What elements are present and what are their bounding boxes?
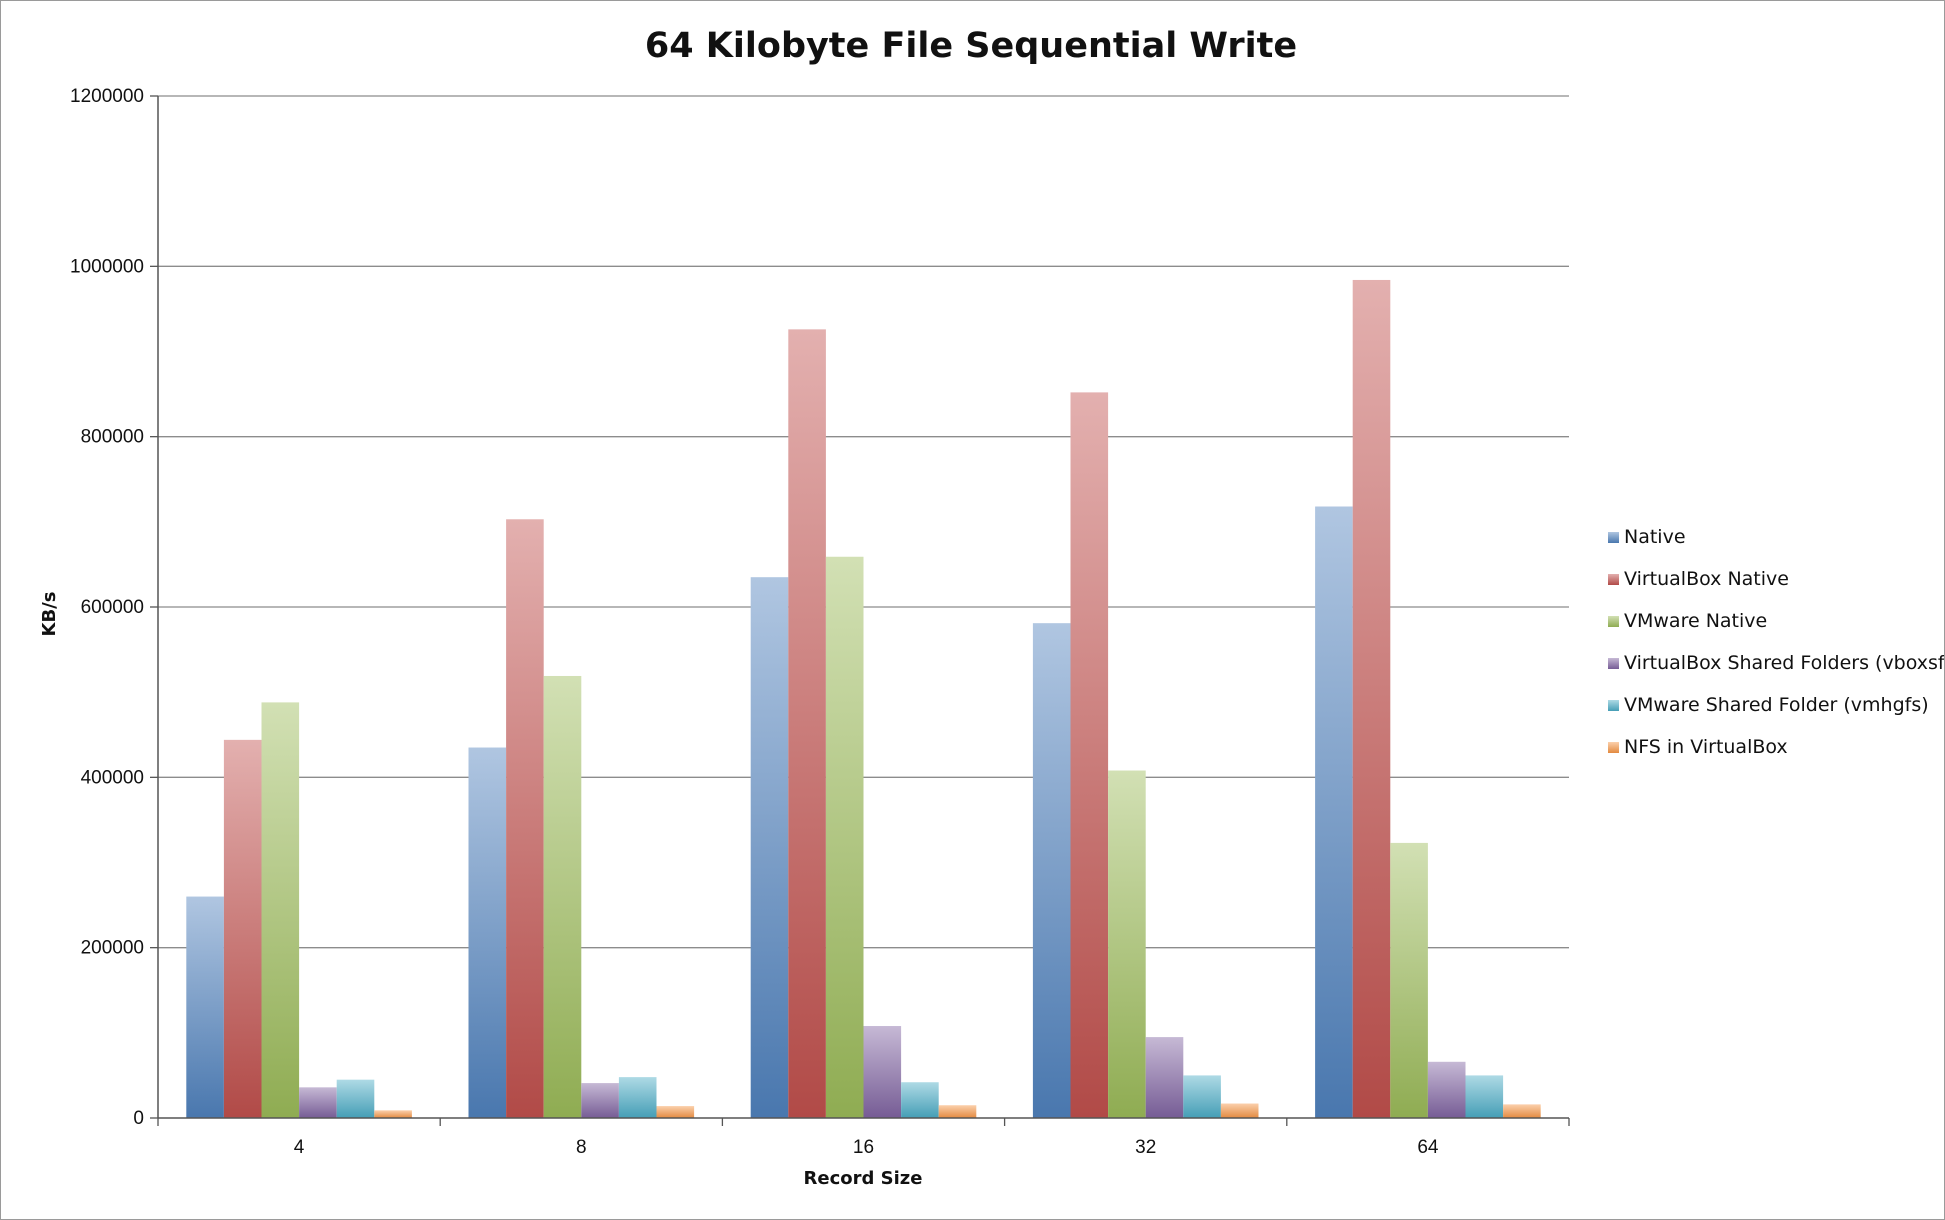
bars — [186, 279, 1541, 1119]
y-axis-ticks: 0 200000 400000 600000 800000 1000000 1200000 — [70, 86, 158, 1129]
legend-swatch — [1608, 658, 1619, 669]
bar — [186, 896, 224, 1118]
y-axis-title: KB/s — [39, 592, 60, 637]
bar — [1183, 1075, 1221, 1118]
legend-label: VMware Shared Folder (vmhgfs) — [1624, 694, 1929, 716]
legend-swatch — [1608, 700, 1619, 711]
bar — [618, 1077, 657, 1118]
bar — [863, 1026, 902, 1118]
bar — [1427, 1061, 1466, 1118]
bar — [1032, 623, 1071, 1118]
bar — [1352, 279, 1391, 1119]
x-tick-label: 64 — [1417, 1137, 1439, 1158]
x-axis-title: Record Size — [804, 1168, 923, 1189]
bar — [1145, 1037, 1184, 1118]
legend-label: NFS in VirtualBox — [1624, 736, 1788, 758]
x-tick-label: 4 — [294, 1137, 305, 1158]
y-tick-label: 400000 — [81, 767, 144, 788]
bar — [1070, 392, 1109, 1118]
bar — [581, 1083, 619, 1118]
bar — [374, 1110, 412, 1118]
bar — [299, 1087, 337, 1118]
bar — [788, 329, 826, 1118]
x-tick-label: 8 — [576, 1137, 587, 1158]
legend-label: VMware Native — [1624, 610, 1767, 632]
legend-swatch — [1608, 532, 1619, 543]
bar — [1465, 1075, 1504, 1118]
bar — [506, 519, 544, 1118]
legend-swatch — [1608, 742, 1619, 753]
legend-label: Native — [1624, 526, 1686, 548]
bar — [1220, 1103, 1259, 1118]
legend-label: VirtualBox Shared Folders (vboxsf) — [1624, 652, 1944, 674]
bar — [656, 1106, 695, 1118]
y-tick-label: 1000000 — [70, 256, 144, 277]
bar — [1503, 1104, 1541, 1118]
y-tick-label: 800000 — [81, 427, 144, 448]
bar — [261, 702, 300, 1118]
y-tick-label: 200000 — [81, 938, 144, 959]
bar — [825, 556, 864, 1118]
y-tick-label: 0 — [133, 1108, 144, 1129]
bar — [543, 675, 582, 1118]
x-tick-label: 32 — [1135, 1137, 1156, 1158]
bar — [468, 747, 507, 1118]
bar — [901, 1082, 939, 1118]
x-tick-label: 16 — [853, 1137, 874, 1158]
chart-title: 64 Kilobyte File Sequential Write — [645, 26, 1297, 66]
bar — [1390, 842, 1428, 1118]
legend: Native VirtualBox Native VMware Native Virt… — [1608, 526, 1944, 758]
x-axis-ticks: 4 8 16 32 64 — [157, 1118, 1570, 1158]
legend-swatch — [1608, 616, 1619, 627]
legend-label: VirtualBox Native — [1624, 568, 1789, 590]
y-tick-label: 1200000 — [70, 86, 144, 107]
bar — [1315, 506, 1353, 1119]
y-tick-label: 600000 — [81, 597, 144, 618]
bar — [938, 1105, 977, 1118]
bar — [223, 739, 262, 1118]
bar — [1108, 770, 1146, 1118]
bar — [750, 577, 789, 1118]
legend-swatch — [1608, 574, 1619, 585]
bar — [336, 1079, 375, 1118]
